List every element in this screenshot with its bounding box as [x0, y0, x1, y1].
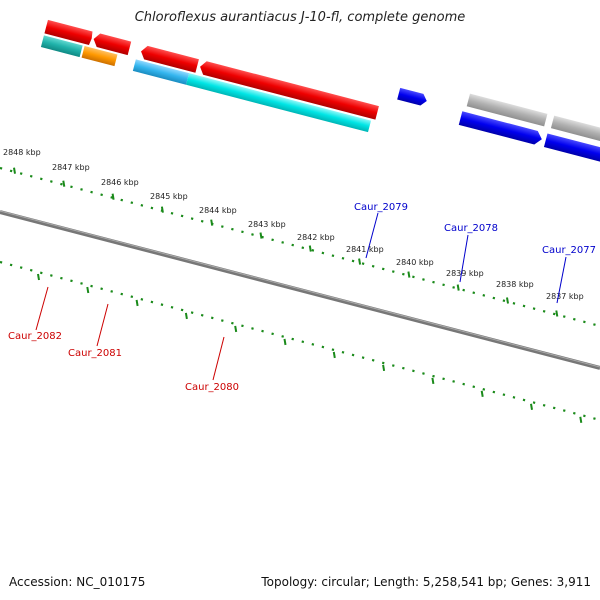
tick-label-2841: 2841 kbp — [346, 245, 384, 254]
gene-feature-red-a[interactable] — [44, 19, 93, 46]
gene-feature-red-caur-2081[interactable] — [139, 45, 199, 73]
major-tick-upper — [210, 219, 214, 226]
major-tick-upper — [358, 258, 362, 265]
gene-label-caur-2077[interactable]: Caur_2077 — [542, 245, 596, 256]
gene-feature-blue-caur-2077[interactable] — [543, 133, 600, 175]
major-tick-upper — [259, 232, 263, 239]
major-tick-upper — [62, 180, 66, 187]
tick-label-2839: 2839 kbp — [446, 269, 484, 278]
label-leader-lines — [35, 212, 567, 381]
major-tick-lower — [234, 325, 238, 333]
genome-title: Chloroflexus aurantiacus J-10-fl, comple… — [134, 10, 466, 25]
accession-text: Accession: NC_010175 — [9, 575, 146, 589]
major-tick-lower — [184, 312, 188, 320]
leader-caur-2078 — [459, 234, 469, 283]
major-tick-upper — [407, 271, 411, 278]
tick-label-2840: 2840 kbp — [396, 258, 434, 267]
gene-feature-orange[interactable] — [81, 45, 118, 67]
major-tick-lower — [86, 286, 90, 294]
genome-backbone — [0, 210, 600, 370]
major-tick-upper — [456, 284, 460, 291]
scale-track-upper — [0, 166, 600, 328]
gene-feature-sky-caur-2081[interactable] — [132, 59, 190, 85]
major-tick-lower — [530, 403, 533, 410]
major-tick-lower — [283, 338, 287, 346]
major-tick-lower — [579, 416, 583, 423]
scale-major-ticks-upper — [13, 167, 559, 317]
gene-feature-blue-caur-2078[interactable] — [458, 111, 544, 146]
gene-label-caur-2082[interactable]: Caur_2082 — [8, 331, 62, 342]
gene-labels: Caur_2082 Caur_2081 Caur_2080 Caur_2079 … — [8, 202, 596, 393]
leader-caur-2077 — [556, 256, 567, 304]
major-tick-upper — [308, 245, 312, 252]
tick-label-2842: 2842 kbp — [297, 233, 335, 242]
leader-caur-2080 — [212, 336, 225, 381]
tick-label-2846: 2846 kbp — [101, 178, 139, 187]
major-tick-lower — [135, 299, 139, 307]
major-tick-lower — [37, 273, 40, 281]
tick-label-2843: 2843 kbp — [248, 220, 286, 229]
leader-caur-2081 — [96, 303, 109, 347]
genome-summary-text: Topology: circular; Length: 5,258,541 bp… — [261, 575, 591, 589]
major-tick-lower — [332, 351, 336, 359]
tick-label-2845: 2845 kbp — [150, 192, 188, 201]
gene-label-caur-2078[interactable]: Caur_2078 — [444, 223, 498, 234]
major-tick-upper — [13, 167, 16, 174]
gene-label-caur-2079[interactable]: Caur_2079 — [354, 202, 408, 213]
leader-caur-2079 — [365, 212, 379, 259]
scale-major-ticks-lower — [37, 273, 583, 423]
major-tick-upper — [160, 206, 164, 213]
scale-labels: 2848 kbp 2847 kbp 2846 kbp 2845 kbp 2844… — [3, 148, 584, 301]
gene-feature-red-b[interactable] — [92, 32, 132, 56]
tick-label-2837: 2837 kbp — [546, 292, 584, 301]
major-tick-lower — [431, 377, 435, 385]
major-tick-lower — [480, 390, 484, 398]
tick-label-2838: 2838 kbp — [496, 280, 534, 289]
gene-label-caur-2080[interactable]: Caur_2080 — [185, 382, 239, 393]
leader-caur-2082 — [35, 286, 49, 331]
gene-label-caur-2081[interactable]: Caur_2081 — [68, 348, 122, 359]
major-tick-lower — [382, 364, 386, 372]
major-tick-upper — [506, 297, 509, 304]
gene-feature-grey-caur-2078[interactable] — [466, 93, 548, 127]
gene-feature-teal-caur-2082[interactable] — [40, 35, 83, 58]
gene-feature-red-caur-2080[interactable] — [198, 60, 379, 120]
gene-feature-cyan-caur-2080[interactable] — [186, 73, 372, 133]
major-tick-upper — [555, 310, 559, 317]
tick-label-2847: 2847 kbp — [52, 163, 90, 172]
tick-label-2848: 2848 kbp — [3, 148, 41, 157]
gene-feature-blue-caur-2079[interactable] — [397, 87, 428, 107]
major-tick-upper — [111, 193, 115, 200]
tick-label-2844: 2844 kbp — [199, 206, 237, 215]
